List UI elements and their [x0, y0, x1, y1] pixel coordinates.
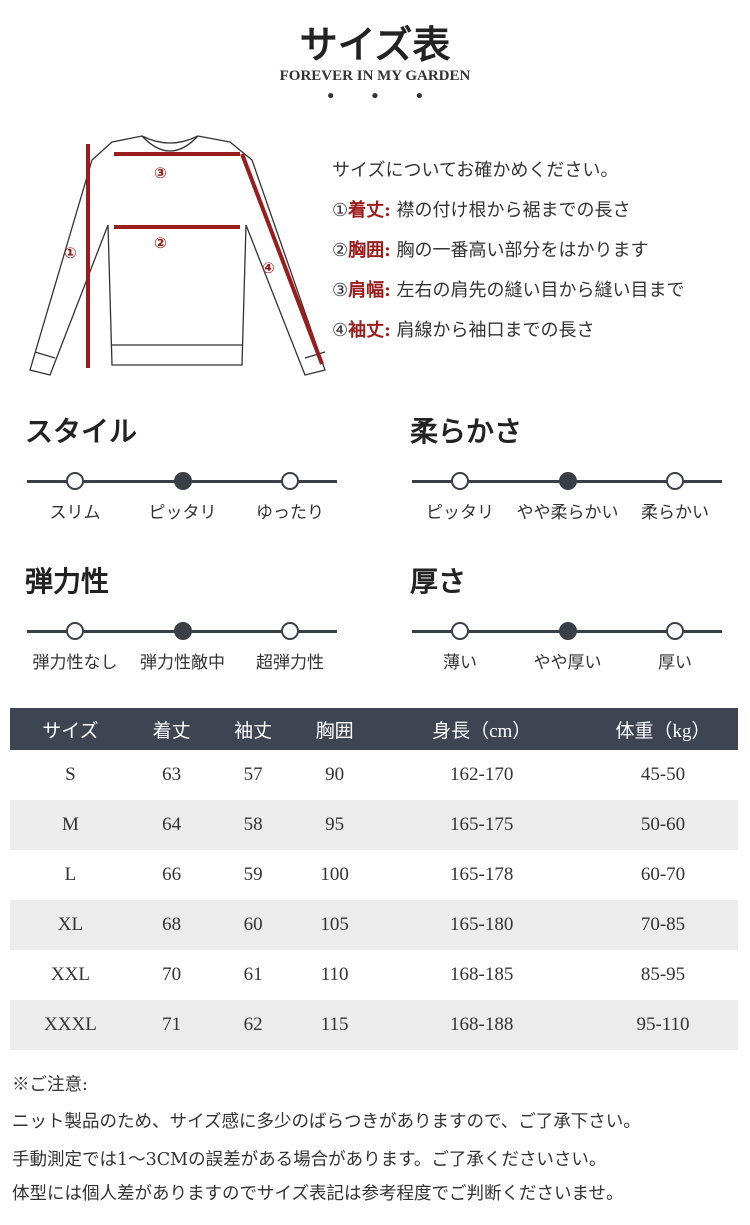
measure-item: ③肩幅: 左右の肩先の縫い目から縫い目まで: [332, 280, 685, 301]
brand-subtitle: FOREVER IN MY GARDEN: [279, 68, 471, 84]
table-cell: 95: [293, 800, 376, 850]
scale-label: 薄い: [443, 653, 477, 673]
decorative-dots: • • •: [325, 86, 439, 107]
table-cell: 63: [162, 764, 182, 785]
table-cell: 71: [130, 1000, 213, 1050]
notes-heading: ※ご注意:: [12, 1075, 88, 1095]
table-cell: S: [65, 764, 76, 785]
scale-label: 柔らかい: [641, 503, 709, 523]
table-cell: XXXL: [10, 1000, 131, 1050]
table-row: XL 68 60 105 165-180 70-85: [10, 900, 738, 950]
table-row: XXXL 71 62 115 168-188 95-110: [10, 1000, 738, 1050]
col-header: 着丈: [130, 708, 213, 750]
table-cell: 165-180: [375, 900, 588, 950]
scale-label: 厚い: [658, 653, 692, 673]
table-cell: L: [64, 864, 77, 885]
table-row: M 64 58 95 165-175 50-60: [10, 800, 738, 850]
sweater-diagram: ① ② ③ ④: [29, 135, 326, 376]
table-cell: 165-178: [450, 864, 514, 885]
table-cell: 60-70: [640, 864, 686, 885]
col-header: 胸囲: [293, 708, 376, 750]
table-cell: 165-175: [375, 800, 588, 850]
attribute-title: スタイル: [25, 415, 138, 448]
scale-dot: [66, 622, 84, 640]
table-cell: 50-60: [588, 800, 738, 850]
size-table: サイズ 着丈 袖丈 胸囲 身長（cm） 体重（kg） S 63 57 90 162-17…: [10, 708, 738, 1050]
measure-arrows: [86, 144, 324, 368]
scale-dot: [66, 472, 84, 490]
scale-label: ピッタリ: [148, 503, 217, 523]
note-line: 体型には個人差がありますのでサイズ表記は参考程度でご判断くださいませ。: [12, 1184, 624, 1204]
attribute-title: 弾力性: [25, 565, 110, 598]
table-cell: 66: [162, 864, 182, 885]
scale-label: ゆったり: [256, 503, 324, 523]
table-cell: M: [10, 800, 131, 850]
scale-dot: [281, 622, 299, 640]
marker-3: ③: [154, 164, 167, 182]
table-row: XXL 70 61 110 168-185 85-95: [10, 950, 738, 1000]
table-cell: 110: [320, 964, 349, 985]
col-header: 体重（kg）: [588, 708, 738, 750]
scale-label: 超弾力性: [256, 653, 324, 673]
table-cell: 57: [243, 764, 263, 785]
scale-label: 弾力性なし: [32, 653, 118, 673]
table-cell: 68: [130, 900, 213, 950]
table-cell: 115: [293, 1000, 376, 1050]
scale-dot: [666, 472, 684, 490]
measure-item: ④袖丈: 肩線から袖口までの長さ: [332, 320, 595, 341]
table-cell: 70-85: [588, 900, 738, 950]
scale-dot: [451, 622, 469, 640]
table-cell: 100: [320, 864, 349, 885]
attribute-title: 柔らかさ: [410, 415, 523, 448]
table-cell: 59: [243, 864, 263, 885]
table-cell: 61: [243, 964, 263, 985]
table-cell: 95-110: [588, 1000, 738, 1050]
note-line: 手動測定では1～3CMの誤差がある場合があります。ご了承くださいさい。: [12, 1150, 607, 1170]
table-cell: 90: [325, 764, 345, 785]
scale-label: やや柔らかい: [516, 503, 619, 523]
scale-dot: [558, 622, 577, 640]
table-cell: 85-95: [640, 964, 686, 985]
table-cell: 45-50: [640, 764, 686, 785]
table-cell: XXL: [50, 964, 90, 985]
table-cell: 105: [293, 900, 376, 950]
measure-item: ②胸囲: 胸の一番高い部分をはかります: [332, 240, 649, 261]
scale-label: ピッタリ: [426, 503, 494, 523]
page-title: サイズ表: [299, 22, 451, 67]
scale-dot: [451, 472, 469, 490]
col-header: 袖丈: [212, 708, 294, 750]
marker-2: ②: [154, 234, 167, 252]
scale-dot: [558, 472, 577, 490]
table-row: S 63 57 90 162-170 45-50: [10, 750, 738, 800]
table-cell: XL: [10, 900, 131, 950]
table-cell: 70: [162, 964, 182, 985]
table-cell: 168-188: [375, 1000, 588, 1050]
col-header: 身長（cm）: [375, 708, 588, 750]
table-cell: 62: [212, 1000, 294, 1050]
measure-intro: サイズについてお確かめください。: [332, 160, 619, 181]
table-cell: 64: [130, 800, 213, 850]
note-line: ニット製品のため、サイズ感に多少のばらつきがありますので、ご了承下さい。: [12, 1112, 641, 1132]
scale-label: 弾力性敵中: [140, 653, 225, 673]
scale-label: スリム: [49, 503, 101, 523]
table-cell: 58: [212, 800, 294, 850]
table-cell: 162-170: [450, 764, 514, 785]
marker-1: ①: [64, 244, 77, 262]
table-cell: 168-185: [450, 964, 514, 985]
table-cell: 60: [212, 900, 294, 950]
marker-4: ④: [262, 259, 275, 277]
scale-dot: [173, 622, 192, 640]
scale-dot: [281, 472, 299, 490]
attribute-title: 厚さ: [410, 565, 467, 598]
col-header: サイズ: [10, 708, 131, 750]
measure-item: ①着丈: 襟の付け根から裾までの長さ: [332, 200, 631, 221]
scale-label: やや厚い: [533, 653, 602, 673]
scale-dot: [666, 622, 684, 640]
scale-dot: [173, 472, 192, 490]
table-row: L 66 59 100 165-178 60-70: [10, 850, 738, 900]
